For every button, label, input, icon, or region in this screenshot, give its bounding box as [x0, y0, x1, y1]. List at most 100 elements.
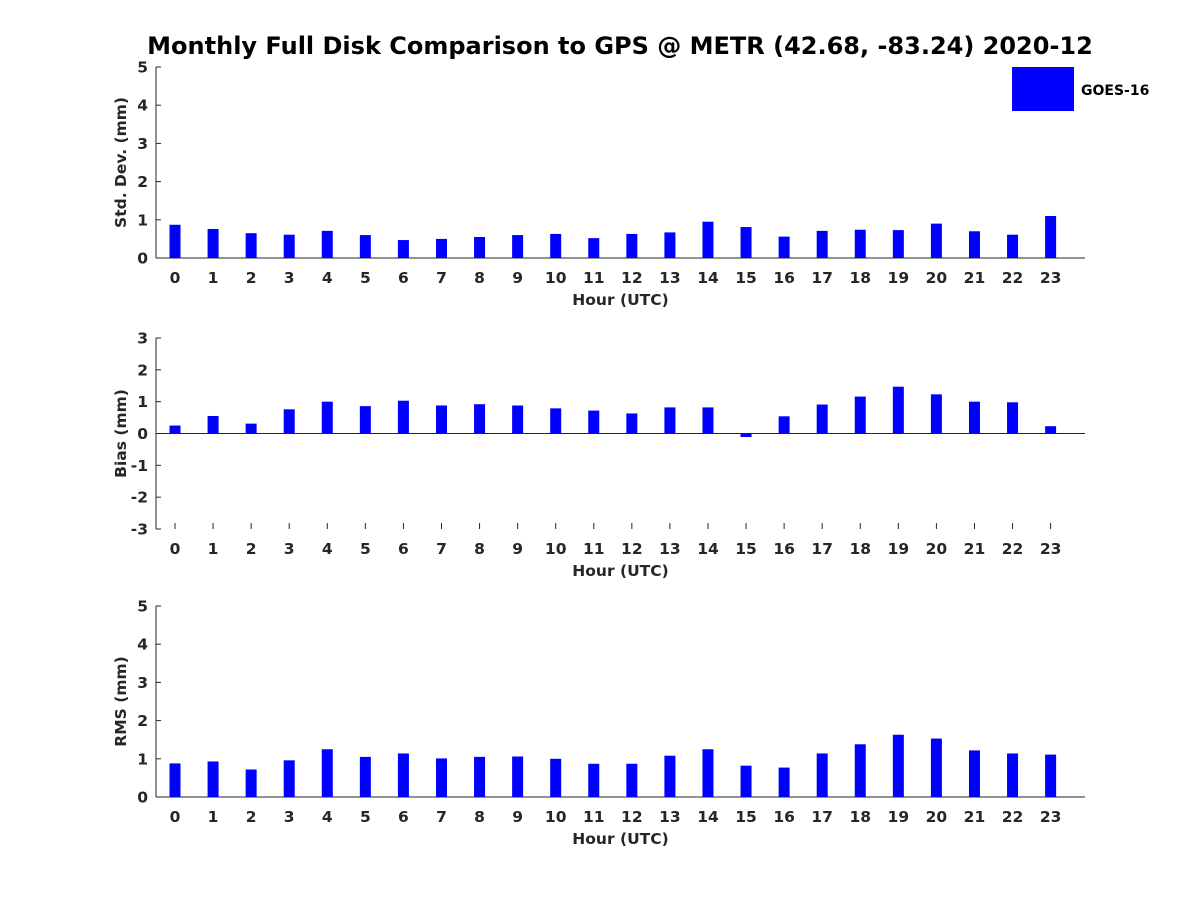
std-bar-hour-20 — [930, 223, 942, 258]
bias-xtick-label: 16 — [773, 540, 795, 558]
bias-bar-hour-8 — [474, 404, 486, 434]
std-xtick-label: 5 — [360, 269, 371, 287]
rms-xtick-label: 21 — [964, 808, 986, 826]
std-xtick-label: 22 — [1002, 269, 1024, 287]
rms-xtick-label: 2 — [246, 808, 257, 826]
rms-xtick-label: 23 — [1040, 808, 1062, 826]
bias-xtick-label: 18 — [849, 540, 871, 558]
rms-bar-hour-18 — [854, 744, 866, 797]
rms-bar-hour-1 — [207, 761, 219, 797]
std-bar-hour-19 — [892, 230, 904, 258]
rms-xtick-label: 20 — [926, 808, 948, 826]
rms-xtick-label: 5 — [360, 808, 371, 826]
bias-bar-hour-2 — [245, 423, 257, 434]
bias-xtick-label: 20 — [926, 540, 948, 558]
rms-bar-hour-8 — [474, 756, 486, 797]
bias-xtick-label: 15 — [735, 540, 757, 558]
rms-xtick-label: 19 — [888, 808, 910, 826]
rms-bar-hour-20 — [930, 738, 942, 797]
std-bar-hour-11 — [588, 238, 600, 258]
rms-xtick-label: 15 — [735, 808, 757, 826]
bias-bar-hour-22 — [1007, 402, 1019, 434]
std-xtick-label: 8 — [474, 269, 485, 287]
rms-ytick-label: 5 — [137, 598, 148, 616]
rms-bar-hour-17 — [816, 753, 828, 797]
bias-bar-hour-12 — [626, 413, 638, 434]
bias-ytick-label: -3 — [131, 521, 148, 539]
std-bar-hour-3 — [283, 234, 295, 258]
rms-bar-hour-7 — [435, 758, 447, 797]
std-bar-hour-21 — [968, 231, 980, 258]
bias-bar-hour-16 — [778, 416, 790, 434]
rms-bar-hour-23 — [1045, 754, 1057, 797]
rms-xtick-label: 7 — [436, 808, 447, 826]
rms-bar-hour-5 — [359, 756, 371, 797]
rms-x-axis-label: Hour (UTC) — [572, 830, 668, 848]
bias-xtick-label: 10 — [545, 540, 567, 558]
std-ytick-label: 5 — [137, 59, 148, 77]
rms-ytick-label: 3 — [137, 674, 148, 692]
std-bar-hour-13 — [664, 232, 676, 258]
std-xtick-label: 20 — [926, 269, 948, 287]
rms-xtick-label: 11 — [583, 808, 605, 826]
std-xtick-label: 4 — [322, 269, 333, 287]
bias-ytick-label: -2 — [131, 489, 148, 507]
std-xtick-label: 19 — [888, 269, 910, 287]
rms-ytick-label: 1 — [137, 750, 148, 768]
bias-xtick-label: 9 — [512, 540, 523, 558]
bias-bar-hour-21 — [968, 401, 980, 434]
std-xtick-label: 7 — [436, 269, 447, 287]
bias-ytick-label: 1 — [137, 393, 148, 411]
bias-bar-hour-7 — [435, 405, 447, 434]
rms-xtick-label: 0 — [170, 808, 181, 826]
std-bar-hour-10 — [550, 233, 562, 258]
bias-bar-hour-20 — [930, 394, 942, 434]
bias-xtick-label: 1 — [208, 540, 219, 558]
rms-bar-hour-15 — [740, 765, 752, 797]
rms-bar-hour-19 — [892, 734, 904, 797]
std-bar-hour-23 — [1045, 215, 1057, 258]
std-bar-hour-5 — [359, 235, 371, 258]
bias-xtick-label: 17 — [811, 540, 833, 558]
bias-xtick-label: 5 — [360, 540, 371, 558]
rms-xtick-label: 10 — [545, 808, 567, 826]
rms-bar-hour-6 — [397, 753, 409, 797]
bias-xtick-label: 21 — [964, 540, 986, 558]
std-bar-hour-14 — [702, 221, 714, 258]
std-ytick-label: 3 — [137, 135, 148, 153]
std-bar-hour-9 — [512, 235, 524, 258]
bias-bar-hour-14 — [702, 407, 714, 434]
rms-bar-hour-14 — [702, 749, 714, 797]
bias-bar-hour-18 — [854, 396, 866, 434]
rms-xtick-label: 18 — [849, 808, 871, 826]
std-xtick-label: 1 — [208, 269, 219, 287]
rms-bar-hour-13 — [664, 755, 676, 797]
bias-xtick-label: 4 — [322, 540, 333, 558]
std-bar-hour-8 — [474, 236, 486, 258]
std-xtick-label: 10 — [545, 269, 567, 287]
rms-bar-hour-11 — [588, 763, 600, 797]
bias-xtick-label: 14 — [697, 540, 719, 558]
bias-bar-hour-5 — [359, 406, 371, 434]
bias-bar-hour-11 — [588, 410, 600, 434]
bias-xtick-label: 12 — [621, 540, 643, 558]
std-bar-hour-0 — [169, 224, 181, 258]
bias-bar-hour-17 — [816, 404, 828, 434]
bias-ytick-label: 2 — [137, 361, 148, 379]
std-xtick-label: 23 — [1040, 269, 1062, 287]
rms-bar-hour-3 — [283, 760, 295, 797]
std-bar-hour-7 — [435, 238, 447, 258]
rms-ytick-label: 4 — [137, 636, 148, 654]
rms-xtick-label: 22 — [1002, 808, 1024, 826]
rms-ytick-label: 2 — [137, 712, 148, 730]
legend: GOES-16 — [1012, 67, 1149, 111]
std-xtick-label: 9 — [512, 269, 523, 287]
std-ytick-label: 0 — [137, 250, 148, 268]
legend-label: GOES-16 — [1081, 83, 1149, 99]
std-bar-hour-1 — [207, 228, 219, 258]
std-xtick-label: 14 — [697, 269, 719, 287]
rms-bar-hour-2 — [245, 769, 257, 797]
